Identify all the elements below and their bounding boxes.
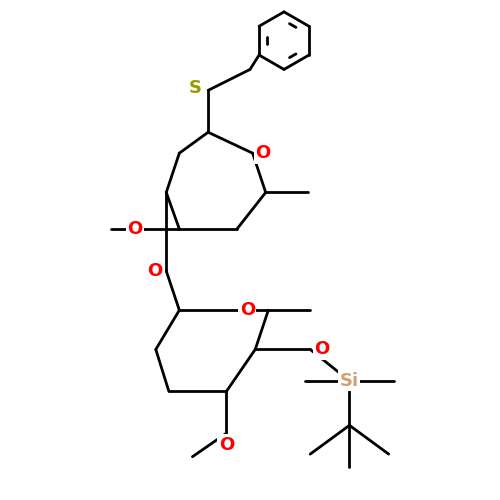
- Text: Si: Si: [340, 372, 359, 390]
- Text: O: O: [127, 220, 142, 238]
- Text: O: O: [219, 436, 234, 454]
- Text: O: O: [256, 144, 270, 162]
- Text: O: O: [240, 301, 255, 319]
- Text: S: S: [188, 78, 202, 96]
- Text: O: O: [314, 340, 330, 358]
- Text: O: O: [147, 262, 162, 280]
